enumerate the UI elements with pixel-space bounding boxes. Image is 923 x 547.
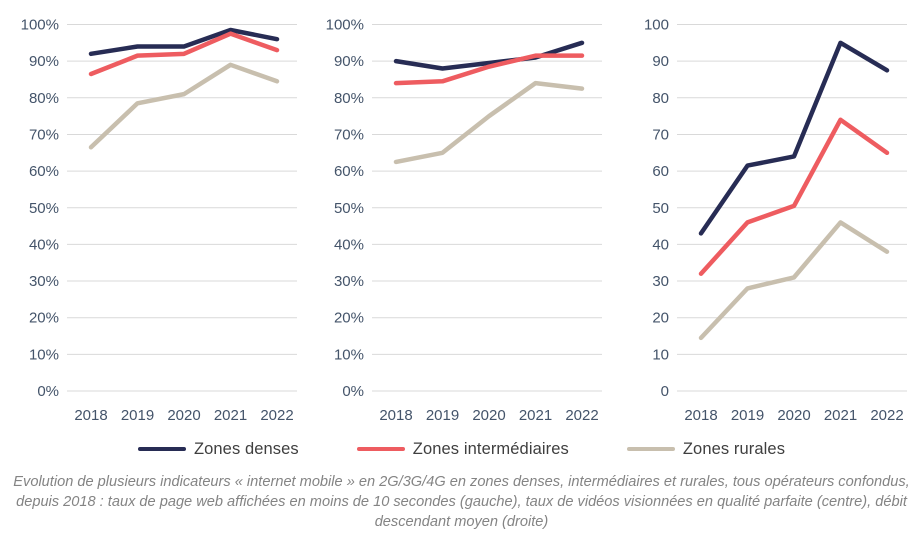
y-axis-tick-label: 80%: [334, 90, 364, 107]
legend-item-zones-rurales: Zones rurales: [626, 439, 786, 459]
y-axis-tick-label: 20: [652, 310, 669, 327]
y-axis-tick-label: 0: [661, 383, 669, 400]
y-axis-tick-label: 90: [652, 53, 669, 70]
series-line-denses: [698, 40, 890, 236]
x-axis-tick-label: 2021: [519, 407, 552, 424]
y-axis-tick-label: 100: [644, 17, 669, 34]
y-axis-tick-label: 60%: [334, 163, 364, 180]
legend: Zones denses Zones intermédiaires Zones …: [0, 434, 923, 464]
series-line-denses: [393, 40, 585, 71]
x-axis-tick-label: 2019: [121, 407, 154, 424]
x-axis-tick-label: 2022: [565, 407, 598, 424]
y-axis-tick-label: 50%: [29, 200, 59, 217]
y-axis-tick-label: 0%: [37, 383, 59, 400]
series-line-intermediaires: [88, 31, 280, 77]
legend-item-zones-intermediaires: Zones intermédiaires: [356, 439, 569, 459]
x-axis-tick-label: 2018: [74, 407, 107, 424]
x-axis-tick-label: 2019: [426, 407, 459, 424]
y-axis-tick-label: 30: [652, 273, 669, 290]
series-line-rurales: [88, 62, 280, 150]
y-axis-tick-label: 100%: [21, 17, 59, 34]
x-axis-tick-label: 2022: [260, 407, 293, 424]
x-axis-tick-label: 2019: [731, 407, 764, 424]
y-axis-tick-label: 90%: [334, 53, 364, 70]
series-line-intermediaires: [698, 117, 890, 276]
series-line-rurales: [698, 220, 890, 341]
y-axis-tick-label: 0%: [342, 383, 364, 400]
y-axis-tick-label: 100%: [326, 17, 364, 34]
y-axis-tick-label: 10: [652, 346, 669, 363]
legend-swatch-zones-denses: [137, 446, 186, 452]
x-axis-tick-label: 2020: [777, 407, 810, 424]
line-chart-pages-web: 0% 10% 20% 30% 40% 50% 60% 70% 80% 90% 100% 2018 201…: [21, 17, 297, 424]
series-line-intermediaires: [393, 53, 585, 86]
y-axis-tick-label: 50%: [334, 200, 364, 217]
x-axis-tick-label: 2018: [379, 407, 412, 424]
figure-caption: Evolution de plusieurs indicateurs « int…: [13, 474, 910, 530]
series-line-rurales: [393, 80, 585, 165]
y-axis-tick-label: 80%: [29, 90, 59, 107]
line-chart-debit: 0 10 20 30 40 50 60 70 80 90 100 2018 2019 2020 2021 20…: [644, 17, 907, 424]
x-axis-tick-label: 2021: [214, 407, 247, 424]
y-axis-tick-label: 40%: [334, 236, 364, 253]
y-axis-tick-label: 10%: [29, 346, 59, 363]
y-axis-tick-label: 20%: [334, 310, 364, 327]
chart-left-pages-web: 0% 10% 20% 30% 40% 50% 60% 70% 80% 90% 100% 2018 201…: [5, 0, 306, 432]
chart-center-videos: 0% 10% 20% 30% 40% 50% 60% 70% 80% 90% 100% 2018 201…: [310, 0, 611, 432]
y-axis-tick-label: 70%: [334, 126, 364, 143]
y-axis-tick-label: 10%: [334, 346, 364, 363]
charts-row: 0% 10% 20% 30% 40% 50% 60% 70% 80% 90% 100% 2018 201…: [5, 0, 916, 432]
y-axis-tick-label: 30%: [29, 273, 59, 290]
legend-swatch-zones-rurales: [626, 446, 675, 452]
y-axis-tick-label: 50: [652, 200, 669, 217]
y-axis-tick-label: 80: [652, 90, 669, 107]
y-axis-tick-label: 20%: [29, 310, 59, 327]
series-line-denses: [88, 27, 280, 57]
x-axis-tick-label: 2020: [167, 407, 200, 424]
line-chart-videos: 0% 10% 20% 30% 40% 50% 60% 70% 80% 90% 100% 2018 201…: [326, 17, 602, 424]
legend-label-zones-rurales: Zones rurales: [682, 439, 786, 458]
y-axis-tick-label: 30%: [334, 273, 364, 290]
legend-label-zones-denses: Zones denses: [193, 439, 299, 458]
x-axis-tick-label: 2022: [870, 407, 903, 424]
y-axis-tick-label: 60%: [29, 163, 59, 180]
y-axis-tick-label: 90%: [29, 53, 59, 70]
y-axis-tick-label: 70: [652, 126, 669, 143]
y-axis-tick-label: 70%: [29, 126, 59, 143]
legend-item-zones-denses: Zones denses: [137, 439, 299, 459]
y-axis-tick-label: 40: [652, 236, 669, 253]
y-axis-tick-label: 40%: [29, 236, 59, 253]
x-axis-tick-label: 2020: [472, 407, 505, 424]
y-axis-tick-label: 60: [652, 163, 669, 180]
x-axis-tick-label: 2018: [684, 407, 717, 424]
chart-right-debit: 0 10 20 30 40 50 60 70 80 90 100 2018 2019 2020 2021 20…: [615, 0, 916, 432]
x-axis-tick-label: 2021: [824, 407, 857, 424]
legend-label-zones-intermediaires: Zones intermédiaires: [412, 439, 569, 458]
legend-swatch-zones-intermediaires: [356, 446, 405, 452]
